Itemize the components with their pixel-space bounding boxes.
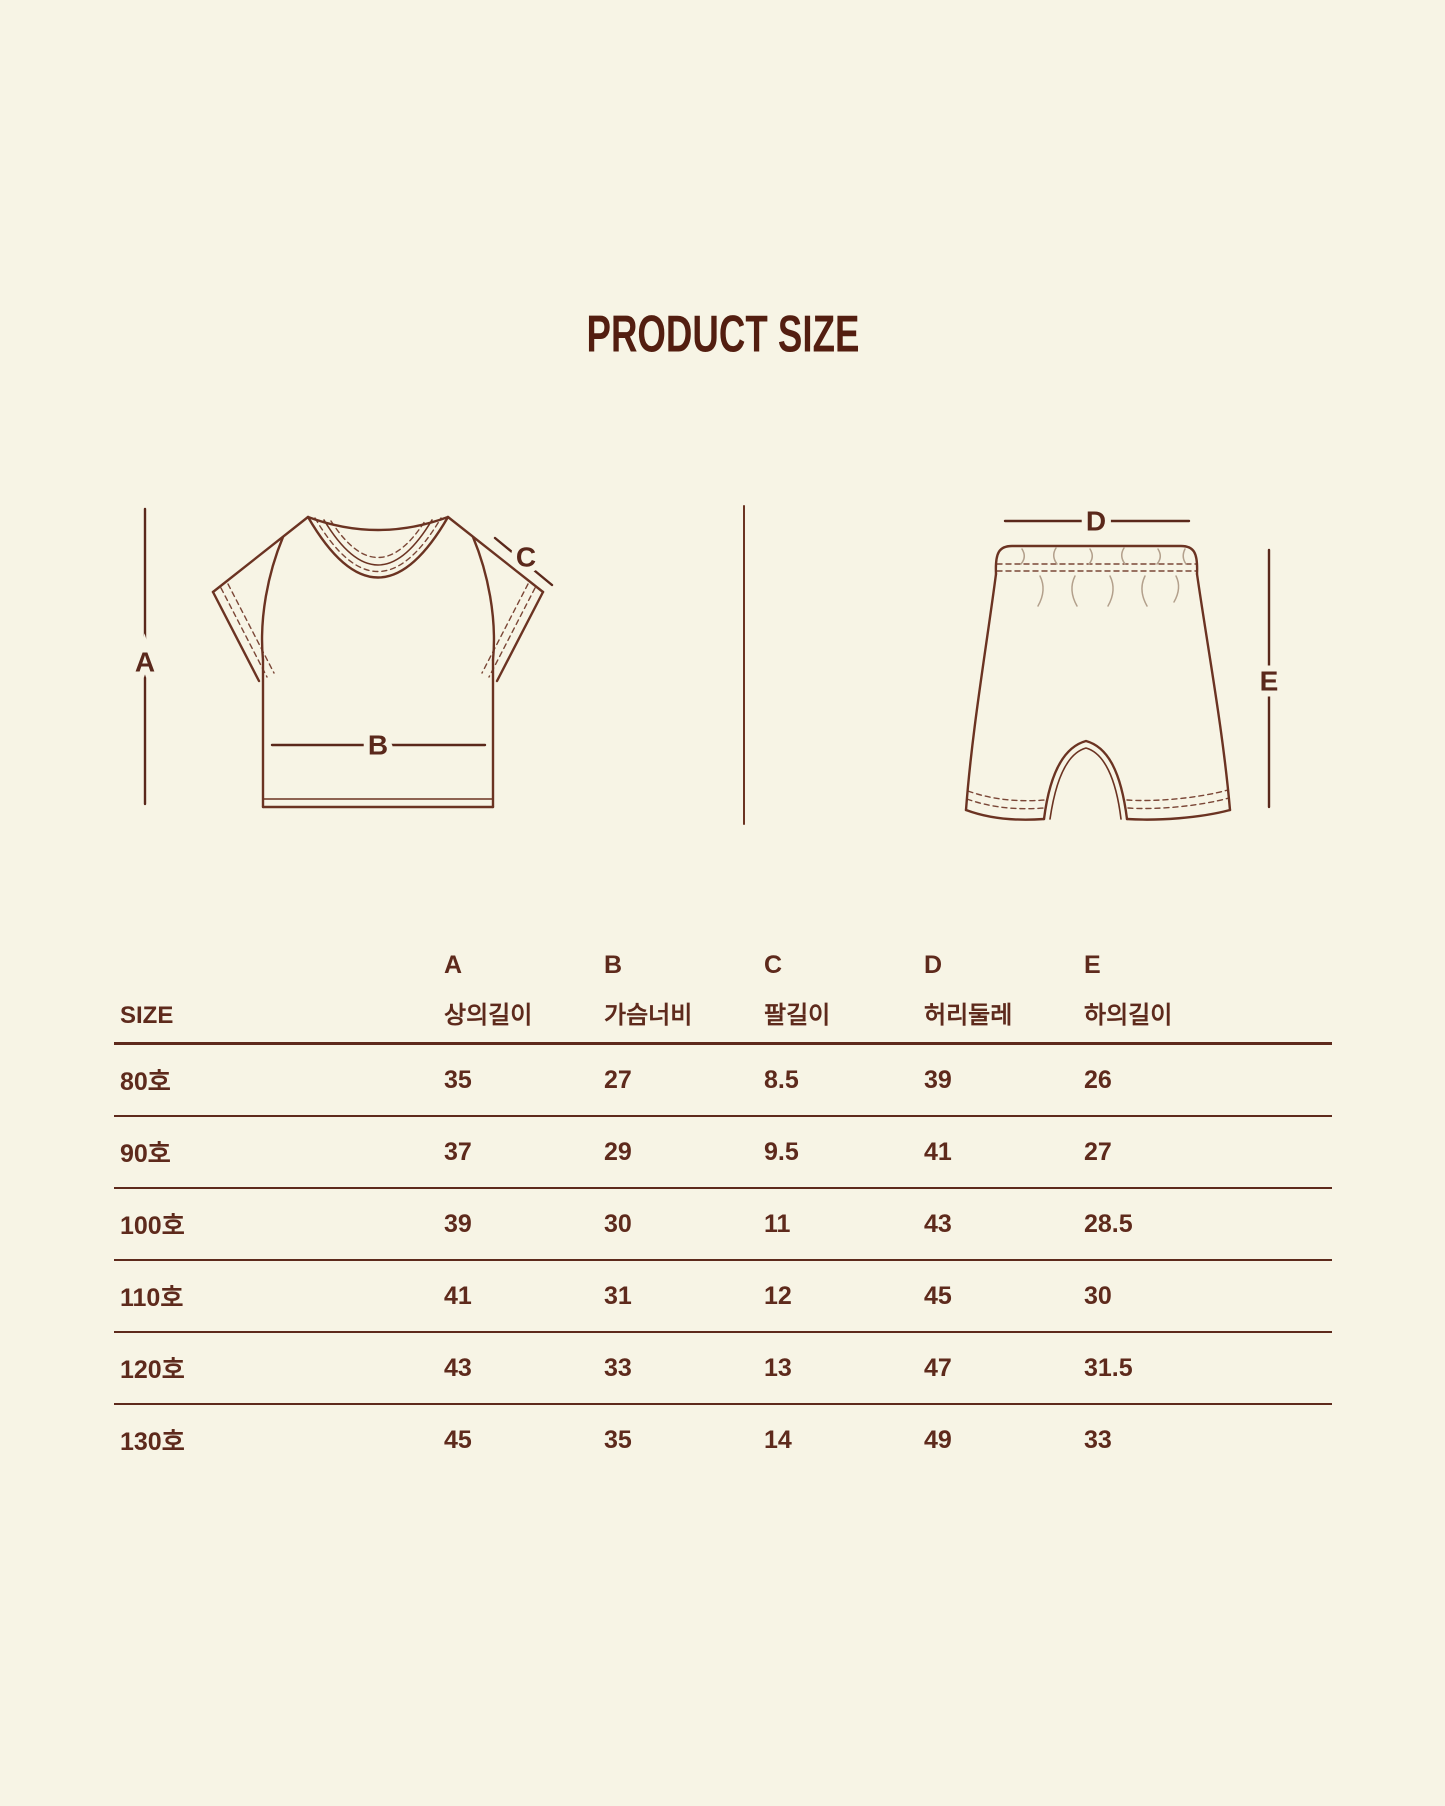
cell-value: 37 xyxy=(444,1137,472,1166)
cell-value: 29 xyxy=(604,1137,632,1166)
measurement-diagram: A B C D E xyxy=(129,500,1284,825)
col-letter-d: D xyxy=(924,951,943,979)
cell-value: 31.5 xyxy=(1084,1353,1133,1382)
cell-value: 33 xyxy=(1084,1425,1112,1454)
cell-value: 39 xyxy=(444,1209,472,1238)
cell-value: 33 xyxy=(604,1353,632,1382)
col-label-a: 상의길이 xyxy=(444,1002,533,1029)
col-letter-c: C xyxy=(764,951,783,979)
cell-value: 49 xyxy=(924,1425,952,1454)
cell-size: 110호 xyxy=(120,1284,184,1312)
cell-value: 11 xyxy=(764,1209,791,1238)
elastic-gather-marks xyxy=(1020,547,1187,607)
col-label-b: 가슴너비 xyxy=(604,1002,693,1029)
table-row: 110호 41 31 12 45 30 xyxy=(114,1261,1332,1333)
col-letter-e: E xyxy=(1084,951,1101,979)
cell-value: 27 xyxy=(604,1065,632,1094)
cell-value: 30 xyxy=(604,1209,632,1238)
table-row: 130호 45 35 14 49 33 xyxy=(114,1405,1332,1475)
cell-size: 130호 xyxy=(120,1428,185,1456)
table-label-header: SIZE 상의길이 가슴너비 팔길이 허리둘레 하의길이 xyxy=(114,980,1332,1045)
table-row: 90호 37 29 9.5 41 27 xyxy=(114,1117,1332,1189)
cell-value: 35 xyxy=(444,1065,472,1094)
cell-value: 30 xyxy=(1084,1281,1112,1310)
page-title: PRODUCT SIZE xyxy=(586,304,859,363)
table-row: 100호 39 30 11 43 28.5 xyxy=(114,1189,1332,1261)
size-header: SIZE xyxy=(120,1002,174,1029)
cell-value: 27 xyxy=(1084,1137,1112,1166)
cell-value: 13 xyxy=(764,1353,792,1382)
cell-value: 8.5 xyxy=(764,1065,799,1094)
cell-size: 90호 xyxy=(120,1140,171,1168)
table-row: 120호 43 33 13 47 31.5 xyxy=(114,1333,1332,1405)
cell-size: 120호 xyxy=(120,1356,185,1384)
table-letter-header: A B C D E xyxy=(114,938,1332,980)
cell-size: 80호 xyxy=(120,1068,171,1096)
label-b: B xyxy=(368,730,388,761)
cell-value: 9.5 xyxy=(764,1137,799,1166)
label-a: A xyxy=(135,647,155,678)
table-row: 80호 35 27 8.5 39 26 xyxy=(114,1045,1332,1117)
cell-value: 41 xyxy=(444,1281,472,1310)
col-letter-a: A xyxy=(444,951,463,979)
col-label-c: 팔길이 xyxy=(764,1002,831,1029)
arrow-c xyxy=(493,536,554,587)
label-e: E xyxy=(1260,666,1279,697)
label-d: D xyxy=(1086,506,1106,537)
cell-value: 43 xyxy=(444,1353,472,1382)
cell-value: 39 xyxy=(924,1065,952,1094)
size-table: A B C D E SIZE 상의길이 가슴너비 팔길이 허리둘레 하의길이 8… xyxy=(114,938,1332,1475)
col-label-e: 하의길이 xyxy=(1084,1002,1173,1029)
cell-value: 45 xyxy=(444,1425,472,1454)
col-letter-b: B xyxy=(604,951,623,979)
label-c: C xyxy=(516,542,536,573)
shorts-illustration xyxy=(964,544,1232,821)
cell-value: 47 xyxy=(924,1353,952,1382)
cell-value: 45 xyxy=(924,1281,952,1310)
cell-value: 41 xyxy=(924,1137,952,1166)
cell-value: 28.5 xyxy=(1084,1209,1133,1238)
cell-value: 31 xyxy=(604,1281,632,1310)
cell-size: 100호 xyxy=(120,1212,185,1240)
measurement-arrows: A B C D E xyxy=(129,500,1284,809)
cell-value: 35 xyxy=(604,1425,632,1454)
col-label-d: 허리둘레 xyxy=(924,1002,1013,1029)
cell-value: 12 xyxy=(764,1281,792,1310)
cell-value: 14 xyxy=(764,1425,792,1454)
cell-value: 43 xyxy=(924,1209,952,1238)
cell-value: 26 xyxy=(1084,1065,1112,1094)
tshirt-illustration xyxy=(211,515,545,809)
